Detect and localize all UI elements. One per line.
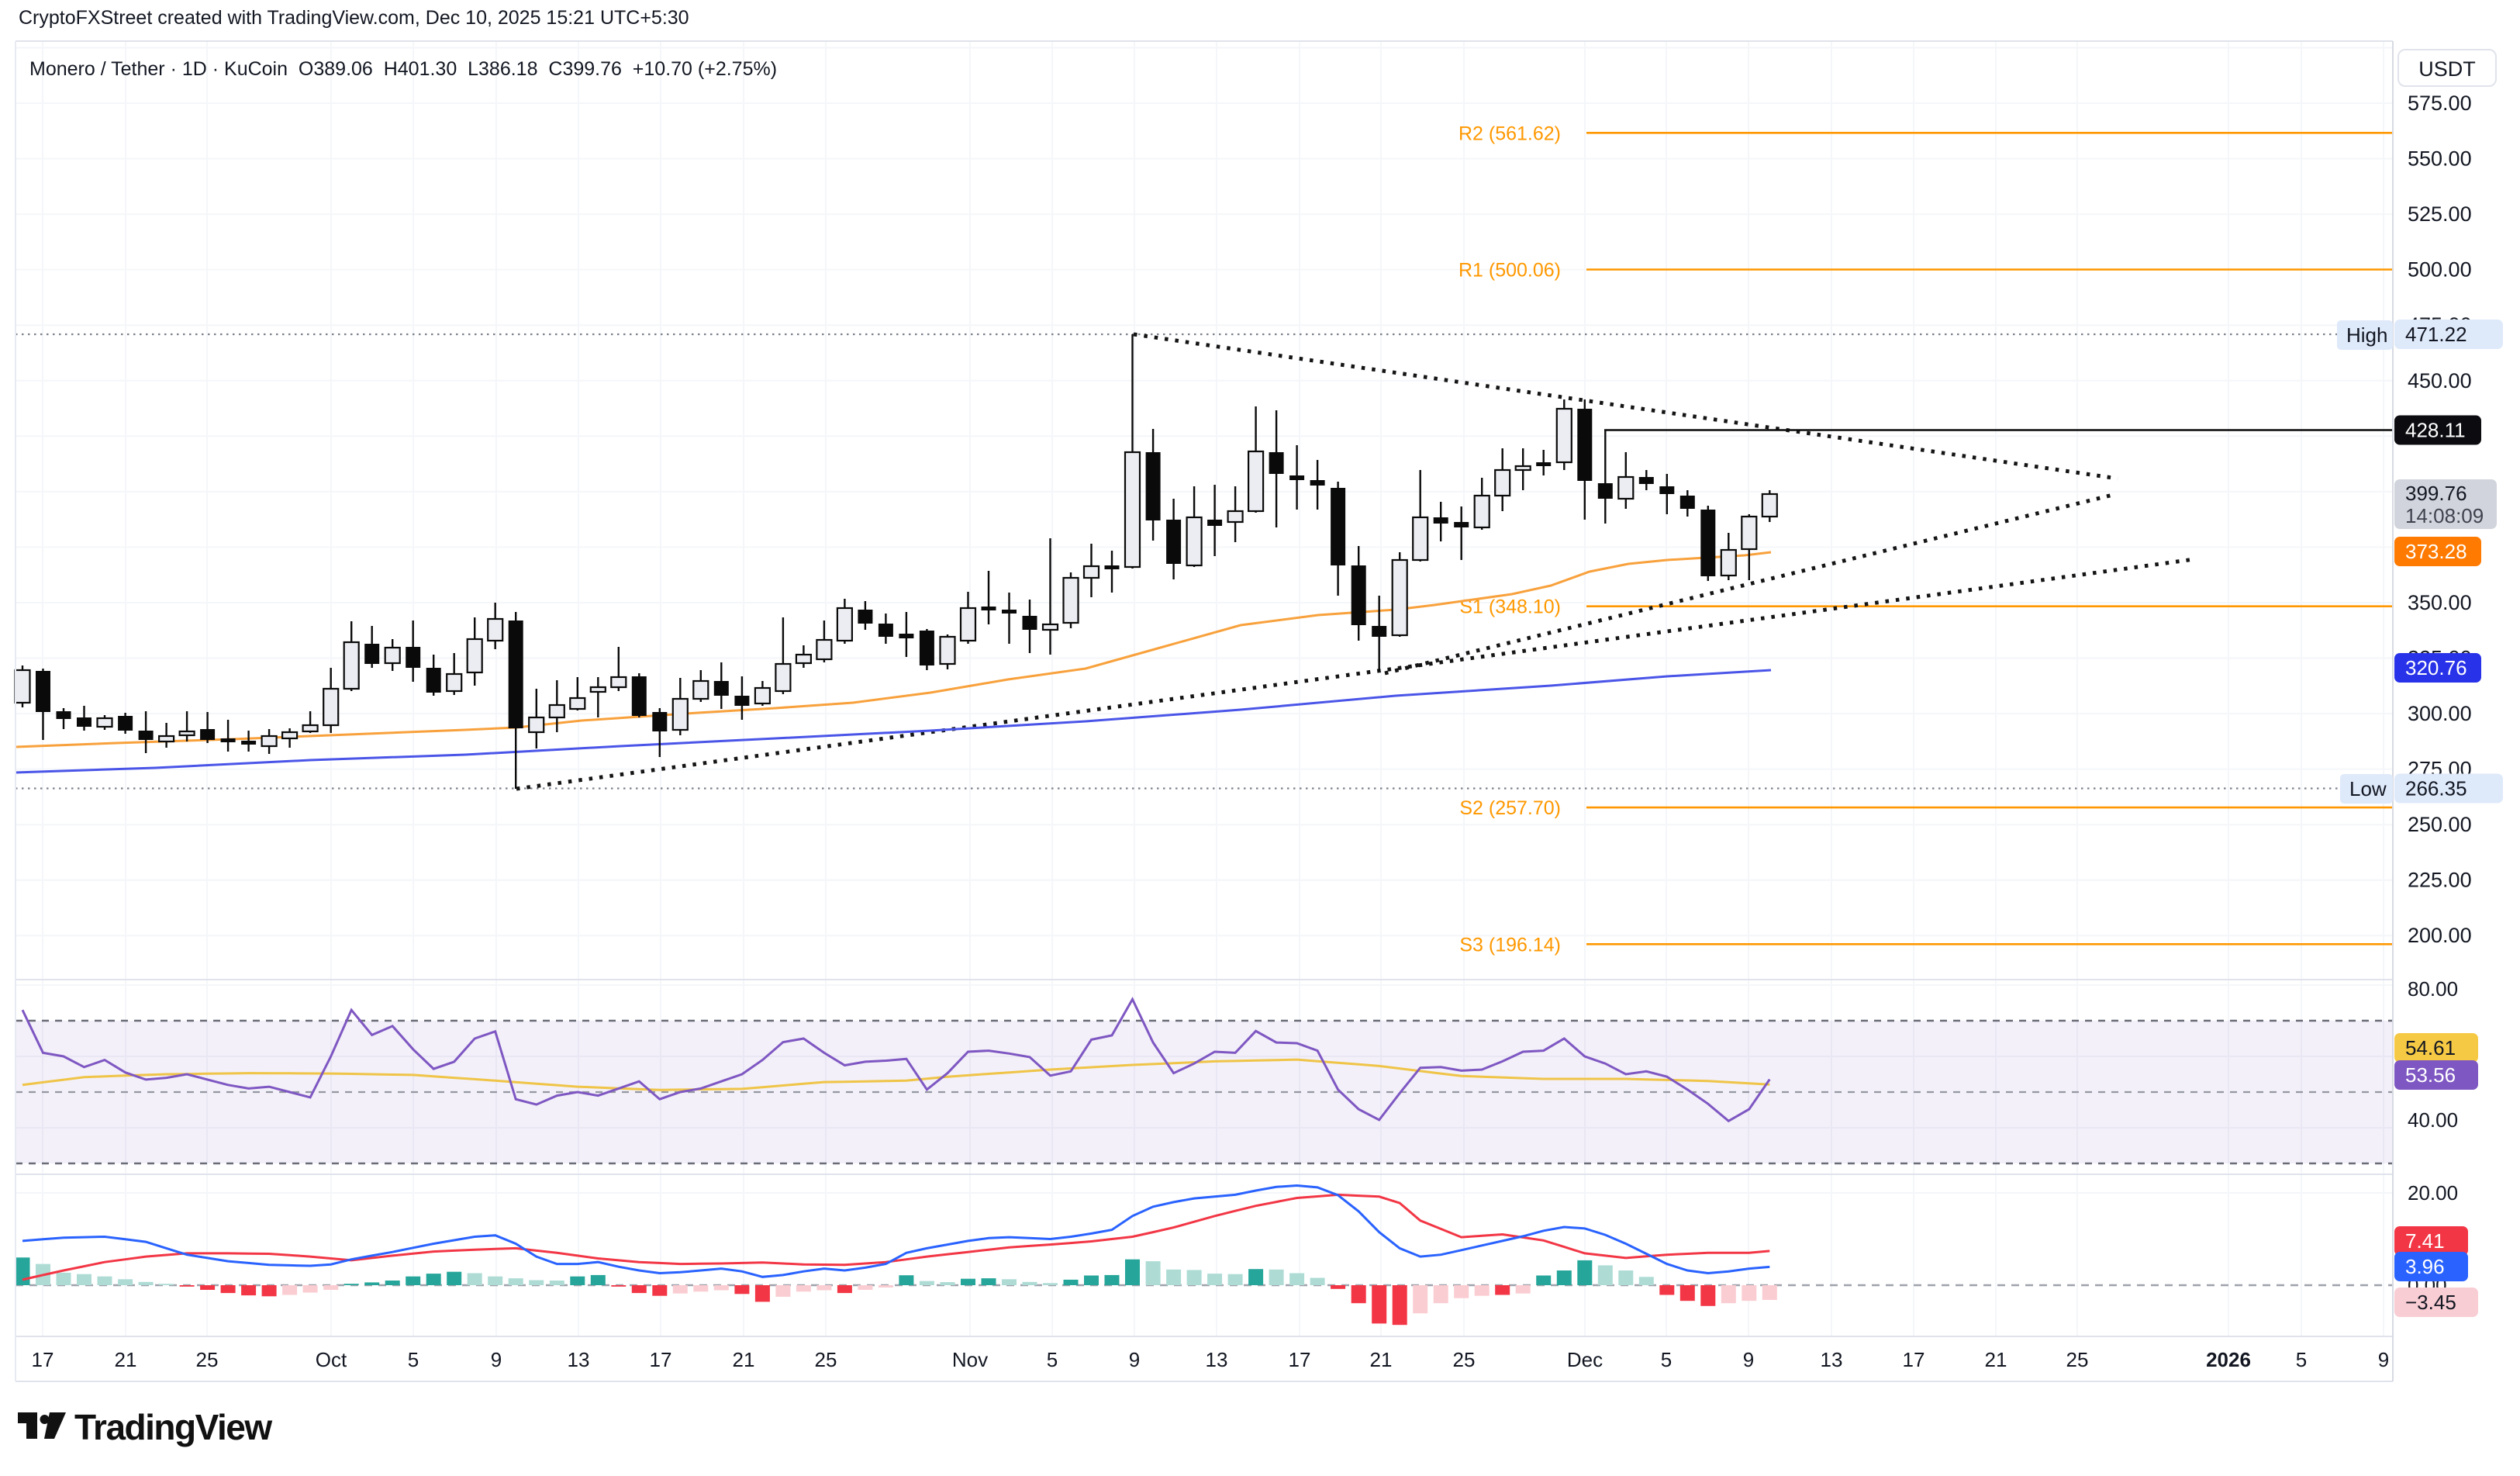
svg-text:Dec: Dec bbox=[1567, 1348, 1603, 1371]
svg-text:53.56: 53.56 bbox=[2405, 1063, 2456, 1087]
svg-text:80.00: 80.00 bbox=[2408, 977, 2458, 1001]
svg-text:5: 5 bbox=[1661, 1348, 1672, 1371]
svg-text:Oct: Oct bbox=[316, 1348, 347, 1371]
svg-text:450.00: 450.00 bbox=[2408, 369, 2472, 392]
svg-text:9: 9 bbox=[1743, 1348, 1754, 1371]
svg-text:5: 5 bbox=[1047, 1348, 1058, 1371]
svg-text:25: 25 bbox=[815, 1348, 837, 1371]
svg-text:550.00: 550.00 bbox=[2408, 147, 2472, 171]
svg-text:14:08:09: 14:08:09 bbox=[2405, 504, 2484, 527]
svg-text:5: 5 bbox=[2296, 1348, 2307, 1371]
svg-text:9: 9 bbox=[1129, 1348, 1140, 1371]
svg-text:13: 13 bbox=[568, 1348, 590, 1371]
svg-text:High: High bbox=[2346, 323, 2387, 347]
svg-text:200.00: 200.00 bbox=[2408, 924, 2472, 947]
svg-text:250.00: 250.00 bbox=[2408, 813, 2472, 836]
svg-text:R1 (500.06): R1 (500.06) bbox=[1458, 260, 1561, 282]
svg-text:−3.45: −3.45 bbox=[2405, 1291, 2456, 1314]
svg-text:21: 21 bbox=[1370, 1348, 1393, 1371]
svg-text:320.76: 320.76 bbox=[2405, 656, 2467, 679]
svg-text:471.22: 471.22 bbox=[2405, 323, 2467, 346]
svg-text:TradingView: TradingView bbox=[74, 1407, 272, 1447]
svg-text:7.41: 7.41 bbox=[2405, 1229, 2445, 1253]
svg-text:Low: Low bbox=[2349, 777, 2387, 800]
svg-text:266.35: 266.35 bbox=[2405, 777, 2467, 800]
svg-text:25: 25 bbox=[196, 1348, 219, 1371]
svg-text:17: 17 bbox=[32, 1348, 54, 1371]
svg-text:428.11: 428.11 bbox=[2405, 419, 2466, 442]
svg-text:21: 21 bbox=[115, 1348, 137, 1371]
svg-text:575.00: 575.00 bbox=[2408, 92, 2472, 115]
svg-text:CryptoFXStreet created with Tr: CryptoFXStreet created with TradingView.… bbox=[19, 7, 689, 29]
svg-text:5: 5 bbox=[408, 1348, 419, 1371]
svg-text:USDT: USDT bbox=[2418, 57, 2476, 81]
svg-text:54.61: 54.61 bbox=[2405, 1036, 2456, 1059]
svg-text:Monero / Tether · 1D · KuCoin: Monero / Tether · 1D · KuCoin O389.06 H4… bbox=[29, 58, 777, 80]
svg-text:25: 25 bbox=[1453, 1348, 1476, 1371]
svg-text:13: 13 bbox=[1206, 1348, 1228, 1371]
svg-text:S3 (196.14): S3 (196.14) bbox=[1459, 934, 1561, 956]
svg-text:40.00: 40.00 bbox=[2408, 1108, 2458, 1132]
svg-text:300.00: 300.00 bbox=[2408, 702, 2472, 725]
svg-text:Nov: Nov bbox=[952, 1348, 988, 1371]
svg-text:17: 17 bbox=[650, 1348, 672, 1371]
svg-text:2026: 2026 bbox=[2206, 1348, 2251, 1371]
svg-text:500.00: 500.00 bbox=[2408, 258, 2472, 282]
svg-text:17: 17 bbox=[1903, 1348, 1925, 1371]
svg-text:3.96: 3.96 bbox=[2405, 1255, 2445, 1278]
svg-text:21: 21 bbox=[1985, 1348, 2007, 1371]
svg-text:S2 (257.70): S2 (257.70) bbox=[1459, 797, 1561, 819]
svg-text:R2 (561.62): R2 (561.62) bbox=[1458, 123, 1561, 144]
svg-text:350.00: 350.00 bbox=[2408, 591, 2472, 614]
svg-text:525.00: 525.00 bbox=[2408, 202, 2472, 226]
svg-text:9: 9 bbox=[2378, 1348, 2389, 1371]
svg-text:20.00: 20.00 bbox=[2408, 1181, 2458, 1205]
svg-text:399.76: 399.76 bbox=[2405, 482, 2467, 505]
svg-text:13: 13 bbox=[1821, 1348, 1843, 1371]
svg-text:25: 25 bbox=[2066, 1348, 2089, 1371]
svg-text:17: 17 bbox=[1289, 1348, 1311, 1371]
svg-text:9: 9 bbox=[491, 1348, 502, 1371]
svg-text:225.00: 225.00 bbox=[2408, 869, 2472, 892]
svg-text:373.28: 373.28 bbox=[2405, 540, 2467, 563]
svg-text:21: 21 bbox=[733, 1348, 755, 1371]
